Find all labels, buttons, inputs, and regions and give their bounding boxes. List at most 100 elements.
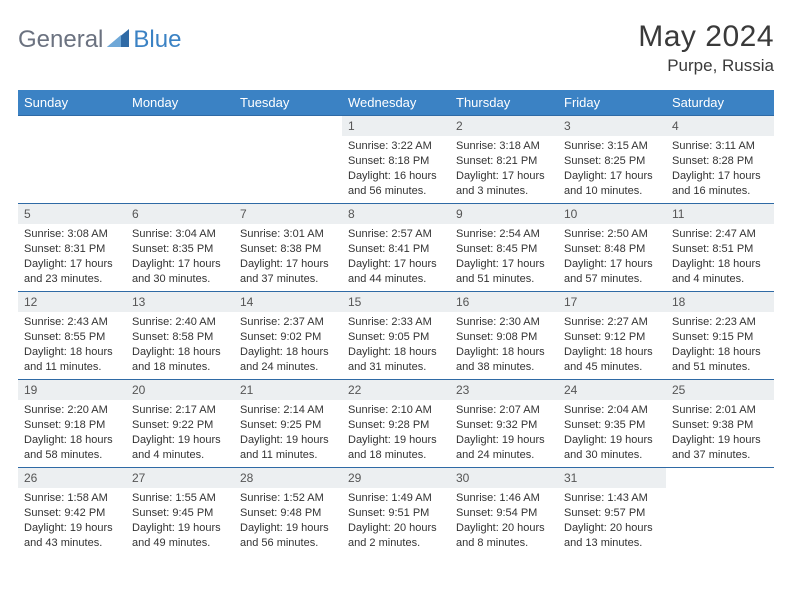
day-data: Sunrise: 2:50 AMSunset: 8:48 PMDaylight:… — [558, 224, 666, 290]
day-number: 17 — [558, 292, 666, 312]
day-data: Sunrise: 1:43 AMSunset: 9:57 PMDaylight:… — [558, 488, 666, 554]
day-data: Sunrise: 2:43 AMSunset: 8:55 PMDaylight:… — [18, 312, 126, 378]
day-cell: 25Sunrise: 2:01 AMSunset: 9:38 PMDayligh… — [666, 380, 774, 468]
day-number: 1 — [342, 116, 450, 136]
brand-triangle-icon — [107, 29, 129, 52]
day-cell: 14Sunrise: 2:37 AMSunset: 9:02 PMDayligh… — [234, 292, 342, 380]
day-data: Sunrise: 3:08 AMSunset: 8:31 PMDaylight:… — [18, 224, 126, 290]
calendar-row: 26Sunrise: 1:58 AMSunset: 9:42 PMDayligh… — [18, 468, 774, 556]
day-number: 24 — [558, 380, 666, 400]
day-number: 12 — [18, 292, 126, 312]
day-data: Sunrise: 2:54 AMSunset: 8:45 PMDaylight:… — [450, 224, 558, 290]
day-number: 31 — [558, 468, 666, 488]
day-data: Sunrise: 2:30 AMSunset: 9:08 PMDaylight:… — [450, 312, 558, 378]
day-header: Friday — [558, 90, 666, 116]
day-data: Sunrise: 3:04 AMSunset: 8:35 PMDaylight:… — [126, 224, 234, 290]
day-cell: 3Sunrise: 3:15 AMSunset: 8:25 PMDaylight… — [558, 116, 666, 204]
day-cell: 7Sunrise: 3:01 AMSunset: 8:38 PMDaylight… — [234, 204, 342, 292]
day-header: Tuesday — [234, 90, 342, 116]
brand-text-general: General — [18, 26, 103, 54]
day-number: 27 — [126, 468, 234, 488]
day-cell: 1Sunrise: 3:22 AMSunset: 8:18 PMDaylight… — [342, 116, 450, 204]
day-number: 26 — [18, 468, 126, 488]
day-number: 13 — [126, 292, 234, 312]
empty-cell — [666, 468, 774, 556]
day-number: 3 — [558, 116, 666, 136]
day-cell: 21Sunrise: 2:14 AMSunset: 9:25 PMDayligh… — [234, 380, 342, 468]
day-cell: 13Sunrise: 2:40 AMSunset: 8:58 PMDayligh… — [126, 292, 234, 380]
calendar-row: 1Sunrise: 3:22 AMSunset: 8:18 PMDaylight… — [18, 116, 774, 204]
day-number: 6 — [126, 204, 234, 224]
day-data: Sunrise: 2:47 AMSunset: 8:51 PMDaylight:… — [666, 224, 774, 290]
day-data: Sunrise: 3:22 AMSunset: 8:18 PMDaylight:… — [342, 136, 450, 202]
day-data: Sunrise: 3:18 AMSunset: 8:21 PMDaylight:… — [450, 136, 558, 202]
day-cell: 18Sunrise: 2:23 AMSunset: 9:15 PMDayligh… — [666, 292, 774, 380]
day-data: Sunrise: 2:37 AMSunset: 9:02 PMDaylight:… — [234, 312, 342, 378]
day-cell: 12Sunrise: 2:43 AMSunset: 8:55 PMDayligh… — [18, 292, 126, 380]
day-number: 21 — [234, 380, 342, 400]
day-number: 25 — [666, 380, 774, 400]
day-cell: 30Sunrise: 1:46 AMSunset: 9:54 PMDayligh… — [450, 468, 558, 556]
day-header: Sunday — [18, 90, 126, 116]
day-data: Sunrise: 2:04 AMSunset: 9:35 PMDaylight:… — [558, 400, 666, 466]
day-cell: 20Sunrise: 2:17 AMSunset: 9:22 PMDayligh… — [126, 380, 234, 468]
day-data: Sunrise: 2:23 AMSunset: 9:15 PMDaylight:… — [666, 312, 774, 378]
day-number: 4 — [666, 116, 774, 136]
calendar-table: SundayMondayTuesdayWednesdayThursdayFrid… — [18, 90, 774, 556]
calendar-row: 12Sunrise: 2:43 AMSunset: 8:55 PMDayligh… — [18, 292, 774, 380]
day-number: 15 — [342, 292, 450, 312]
day-number: 11 — [666, 204, 774, 224]
day-data: Sunrise: 3:15 AMSunset: 8:25 PMDaylight:… — [558, 136, 666, 202]
day-number: 19 — [18, 380, 126, 400]
day-cell: 10Sunrise: 2:50 AMSunset: 8:48 PMDayligh… — [558, 204, 666, 292]
empty-cell — [126, 116, 234, 204]
day-data: Sunrise: 2:27 AMSunset: 9:12 PMDaylight:… — [558, 312, 666, 378]
day-cell: 27Sunrise: 1:55 AMSunset: 9:45 PMDayligh… — [126, 468, 234, 556]
day-cell: 6Sunrise: 3:04 AMSunset: 8:35 PMDaylight… — [126, 204, 234, 292]
day-data: Sunrise: 2:14 AMSunset: 9:25 PMDaylight:… — [234, 400, 342, 466]
day-header: Monday — [126, 90, 234, 116]
day-number: 18 — [666, 292, 774, 312]
day-number: 9 — [450, 204, 558, 224]
day-data: Sunrise: 2:17 AMSunset: 9:22 PMDaylight:… — [126, 400, 234, 466]
day-data: Sunrise: 1:46 AMSunset: 9:54 PMDaylight:… — [450, 488, 558, 554]
day-cell: 26Sunrise: 1:58 AMSunset: 9:42 PMDayligh… — [18, 468, 126, 556]
day-number: 30 — [450, 468, 558, 488]
day-cell: 24Sunrise: 2:04 AMSunset: 9:35 PMDayligh… — [558, 380, 666, 468]
brand-logo: General Blue — [18, 26, 181, 54]
day-cell: 9Sunrise: 2:54 AMSunset: 8:45 PMDaylight… — [450, 204, 558, 292]
day-cell: 8Sunrise: 2:57 AMSunset: 8:41 PMDaylight… — [342, 204, 450, 292]
day-number: 14 — [234, 292, 342, 312]
day-number: 23 — [450, 380, 558, 400]
day-cell: 31Sunrise: 1:43 AMSunset: 9:57 PMDayligh… — [558, 468, 666, 556]
day-number: 20 — [126, 380, 234, 400]
day-data: Sunrise: 1:49 AMSunset: 9:51 PMDaylight:… — [342, 488, 450, 554]
day-data: Sunrise: 2:10 AMSunset: 9:28 PMDaylight:… — [342, 400, 450, 466]
brand-text-blue: Blue — [133, 26, 181, 54]
day-cell: 16Sunrise: 2:30 AMSunset: 9:08 PMDayligh… — [450, 292, 558, 380]
day-cell: 22Sunrise: 2:10 AMSunset: 9:28 PMDayligh… — [342, 380, 450, 468]
day-cell: 5Sunrise: 3:08 AMSunset: 8:31 PMDaylight… — [18, 204, 126, 292]
day-number: 2 — [450, 116, 558, 136]
header: General Blue May 2024 Purpe, Russia — [18, 20, 774, 76]
day-header-row: SundayMondayTuesdayWednesdayThursdayFrid… — [18, 90, 774, 116]
empty-cell — [234, 116, 342, 204]
day-cell: 23Sunrise: 2:07 AMSunset: 9:32 PMDayligh… — [450, 380, 558, 468]
day-data: Sunrise: 3:11 AMSunset: 8:28 PMDaylight:… — [666, 136, 774, 202]
day-cell: 29Sunrise: 1:49 AMSunset: 9:51 PMDayligh… — [342, 468, 450, 556]
day-data: Sunrise: 2:57 AMSunset: 8:41 PMDaylight:… — [342, 224, 450, 290]
month-title: May 2024 — [638, 20, 774, 54]
day-cell: 15Sunrise: 2:33 AMSunset: 9:05 PMDayligh… — [342, 292, 450, 380]
day-cell: 28Sunrise: 1:52 AMSunset: 9:48 PMDayligh… — [234, 468, 342, 556]
day-cell: 11Sunrise: 2:47 AMSunset: 8:51 PMDayligh… — [666, 204, 774, 292]
day-cell: 4Sunrise: 3:11 AMSunset: 8:28 PMDaylight… — [666, 116, 774, 204]
day-data: Sunrise: 2:40 AMSunset: 8:58 PMDaylight:… — [126, 312, 234, 378]
location-label: Purpe, Russia — [638, 56, 774, 76]
empty-cell — [18, 116, 126, 204]
day-data: Sunrise: 2:33 AMSunset: 9:05 PMDaylight:… — [342, 312, 450, 378]
day-number: 29 — [342, 468, 450, 488]
day-data: Sunrise: 1:52 AMSunset: 9:48 PMDaylight:… — [234, 488, 342, 554]
calendar-row: 19Sunrise: 2:20 AMSunset: 9:18 PMDayligh… — [18, 380, 774, 468]
day-number: 28 — [234, 468, 342, 488]
day-data: Sunrise: 2:01 AMSunset: 9:38 PMDaylight:… — [666, 400, 774, 466]
